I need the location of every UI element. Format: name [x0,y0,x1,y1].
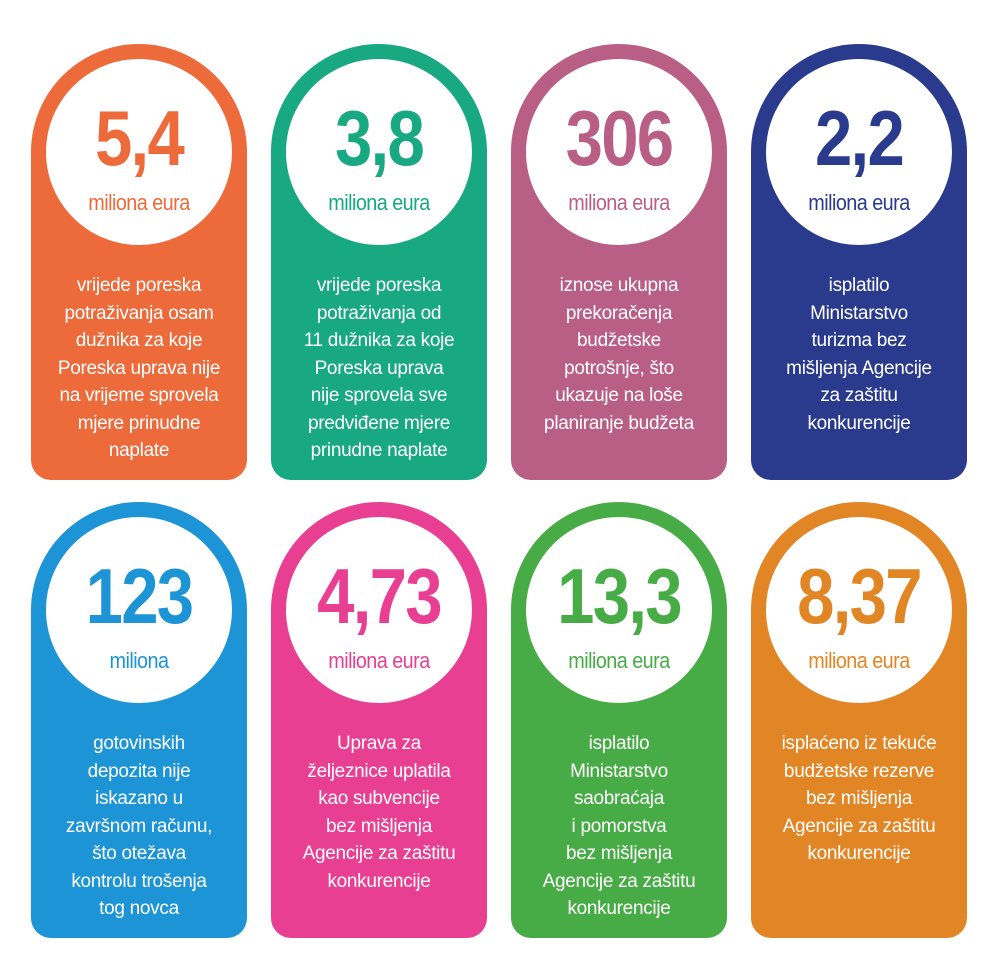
stat-card-budget-overspending: 306 miliona eura iznose ukupna prekorače… [511,44,727,480]
stat-circle: 3,8 miliona eura [286,59,472,245]
stat-card-budget-reserve: 8,37 miliona eura isplaćeno iz tekuće bu… [751,502,967,938]
stat-number: 3,8 [334,94,425,182]
stat-circle: 8,37 miliona eura [766,517,952,703]
stat-unit: miliona eura [88,190,190,215]
stat-description: gotovinskih depozita nije iskazano u zav… [65,733,213,919]
stat-card-tourism-ministry: 2,2 miliona eura isplatilo Ministarstvo … [751,44,967,480]
stat-unit: miliona [109,648,169,673]
stat-unit: miliona eura [808,648,910,673]
stat-number: 8,37 [797,552,922,640]
stat-unit: miliona eura [808,190,910,215]
stat-unit: miliona eura [328,648,430,673]
stat-circle: 5,4 miliona eura [46,59,232,245]
stat-circle: 13,3 miliona eura [526,517,712,703]
stat-unit: miliona eura [568,190,670,215]
stat-description: isplaćeno iz tekuće budžetske rezerve be… [781,733,937,864]
stat-card-tax-claims-eight-debtors: 5,4 miliona eura vrijede poreska potraži… [31,44,247,480]
stat-description: iznose ukupna prekoračenja budžetske pot… [544,275,694,434]
stat-description: vrijede poreska potraživanja od 11 dužni… [303,275,455,461]
stat-card-tax-claims-eleven-debtors: 3,8 miliona eura vrijede poreska potraži… [271,44,487,480]
stat-number: 123 [85,552,194,640]
stat-card-railway-subsidies: 4,73 miliona eura Uprava za željeznice u… [271,502,487,938]
stat-number: 2,2 [814,94,905,182]
stat-circle: 306 miliona eura [526,59,712,245]
stat-description: isplatilo Ministarstvo saobraćaja i pomo… [542,733,696,919]
stat-card-cash-deposits: 123 miliona gotovinskih depozita nije is… [31,502,247,938]
stat-description: isplatilo Ministarstvo turizma bez mišlj… [786,275,932,434]
stat-unit: miliona eura [328,190,430,215]
stat-number: 306 [565,94,674,182]
stat-circle: 123 miliona [46,517,232,703]
stat-number: 4,73 [317,552,442,640]
stat-circle: 4,73 miliona eura [286,517,472,703]
stat-description: Uprava za željeznice uplatila kao subven… [302,733,456,892]
stat-number: 5,4 [94,94,185,182]
stat-circle: 2,2 miliona eura [766,59,952,245]
stat-unit: miliona eura [568,648,670,673]
stat-number: 13,3 [557,552,682,640]
stat-card-transport-ministry: 13,3 miliona eura isplatilo Ministarstvo… [511,502,727,938]
stat-description: vrijede poreska potraživanja osam dužnik… [57,275,221,461]
